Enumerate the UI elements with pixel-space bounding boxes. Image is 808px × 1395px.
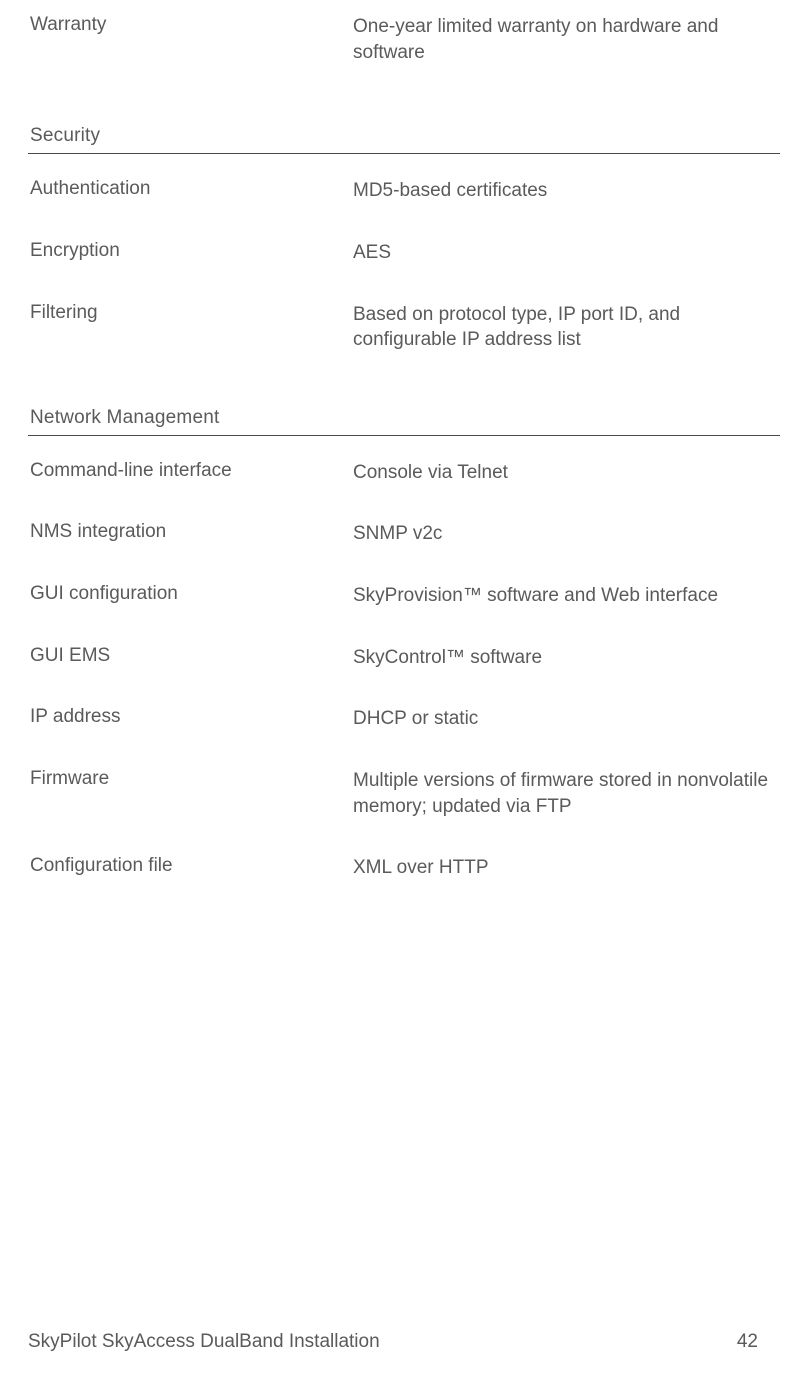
spec-row: Firmware Multiple versions of firmware s… xyxy=(28,750,780,837)
spec-value: SkyProvision™ software and Web interface xyxy=(353,583,780,609)
spec-label: Authentication xyxy=(28,178,353,204)
spec-label: Configuration file xyxy=(28,855,353,881)
spec-value: XML over HTTP xyxy=(353,855,780,881)
spec-row: Authentication MD5-based certificates xyxy=(28,160,780,222)
spec-value: SkyControl™ software xyxy=(353,645,780,671)
spec-row: Configuration file XML over HTTP xyxy=(28,837,780,899)
spec-value: SNMP v2c xyxy=(353,521,780,547)
spec-label: GUI EMS xyxy=(28,645,353,671)
spec-label: Filtering xyxy=(28,302,353,353)
spec-value: DHCP or static xyxy=(353,706,780,732)
security-section: Authentication MD5-based certificates En… xyxy=(28,160,780,371)
spec-row: GUI configuration SkyProvision™ software… xyxy=(28,565,780,627)
spec-label: Encryption xyxy=(28,240,353,266)
spec-row: IP address DHCP or static xyxy=(28,688,780,750)
section-header-security: Security xyxy=(28,125,780,154)
spec-label: Command-line interface xyxy=(28,460,353,486)
spec-row: Filtering Based on protocol type, IP por… xyxy=(28,284,780,371)
spec-label: Warranty xyxy=(28,14,353,65)
spec-value: Console via Telnet xyxy=(353,460,780,486)
network-section: Command-line interface Console via Telne… xyxy=(28,442,780,899)
spec-value: Based on protocol type, IP port ID, and … xyxy=(353,302,780,353)
spec-label: GUI configuration xyxy=(28,583,353,609)
spec-value: AES xyxy=(353,240,780,266)
section-header-network: Network Management xyxy=(28,407,780,436)
spec-row: Encryption AES xyxy=(28,222,780,284)
spec-row: GUI EMS SkyControl™ software xyxy=(28,627,780,689)
spec-value: One-year limited warranty on hardware an… xyxy=(353,14,780,65)
spec-row: Command-line interface Console via Telne… xyxy=(28,442,780,504)
spec-row-warranty: Warranty One-year limited warranty on ha… xyxy=(28,0,780,89)
footer-title: SkyPilot SkyAccess DualBand Installation xyxy=(28,1331,380,1353)
spec-label: Firmware xyxy=(28,768,353,819)
spec-row: NMS integration SNMP v2c xyxy=(28,503,780,565)
spec-value: MD5-based certificates xyxy=(353,178,780,204)
spec-value: Multiple versions of firmware stored in … xyxy=(353,768,780,819)
page-number: 42 xyxy=(737,1331,758,1353)
page-footer: SkyPilot SkyAccess DualBand Installation… xyxy=(28,1331,758,1353)
spec-label: IP address xyxy=(28,706,353,732)
spec-label: NMS integration xyxy=(28,521,353,547)
